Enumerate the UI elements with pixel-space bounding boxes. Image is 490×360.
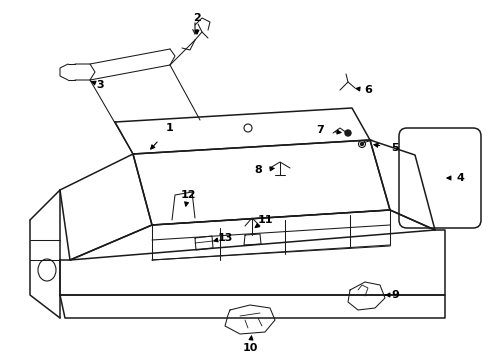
- Text: 6: 6: [364, 85, 372, 95]
- FancyBboxPatch shape: [399, 128, 481, 228]
- Text: 5: 5: [391, 143, 399, 153]
- Text: 3: 3: [96, 80, 104, 90]
- Text: 2: 2: [193, 13, 201, 23]
- Text: 9: 9: [391, 290, 399, 300]
- Text: 7: 7: [316, 125, 324, 135]
- Circle shape: [361, 143, 364, 145]
- Text: 8: 8: [254, 165, 262, 175]
- Text: 4: 4: [456, 173, 464, 183]
- Text: 13: 13: [217, 233, 233, 243]
- Text: 11: 11: [257, 215, 273, 225]
- Text: 10: 10: [243, 343, 258, 353]
- Text: 1: 1: [166, 123, 174, 133]
- Circle shape: [345, 130, 351, 136]
- Text: 12: 12: [180, 190, 196, 200]
